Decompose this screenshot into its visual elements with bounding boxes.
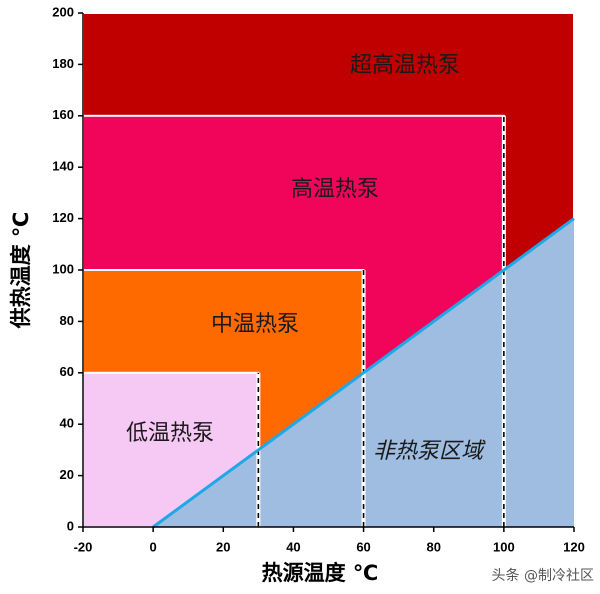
region-label: 高温热泵 — [291, 177, 379, 202]
x-tick-label: 100 — [493, 539, 515, 554]
x-tick-label: 40 — [286, 539, 300, 554]
x-tick-label: 0 — [150, 539, 157, 554]
x-axis-label: 热源温度 ℃ — [262, 561, 379, 585]
region-label: 非热泵区域 — [373, 439, 486, 464]
y-tick-label: 100 — [52, 261, 74, 276]
y-tick-label: 40 — [60, 416, 74, 431]
y-tick-label: 80 — [60, 313, 74, 328]
y-tick-label: 60 — [60, 364, 74, 379]
watermark: 头条 @制冷社区 — [492, 567, 594, 584]
x-tick-label: 20 — [216, 539, 230, 554]
x-tick-label: -20 — [74, 539, 93, 554]
y-tick-label: 120 — [52, 210, 74, 225]
y-tick-label: 20 — [60, 467, 74, 482]
region-label: 中温热泵 — [211, 312, 299, 337]
y-tick-label: 180 — [52, 56, 74, 71]
region-label: 超高温热泵 — [350, 53, 460, 78]
x-tick-label: 80 — [426, 539, 440, 554]
region-label: 低温热泵 — [126, 421, 214, 446]
y-tick-label: 0 — [67, 518, 74, 533]
y-tick-label: 160 — [52, 107, 74, 122]
y-tick-label: 140 — [52, 159, 74, 174]
y-axis-label: 供热温度 ℃ — [9, 212, 33, 330]
x-tick-label: 60 — [356, 539, 370, 554]
boundary-line — [152, 217, 575, 529]
y-tick-label: 200 — [52, 4, 74, 19]
x-tick-label: 120 — [563, 539, 585, 554]
